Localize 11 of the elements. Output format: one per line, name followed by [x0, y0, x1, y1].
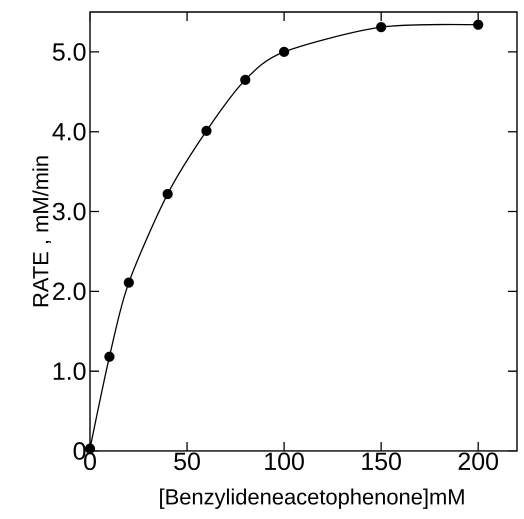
y-tick-label: 3.0	[52, 202, 86, 220]
x-tick-label: 100	[265, 452, 304, 470]
x-tick-label: 150	[362, 452, 401, 470]
y-axis-title: RATE , mM/min	[32, 156, 52, 306]
x-tick-label: 200	[458, 452, 498, 470]
x-tick-label: 50	[174, 452, 200, 470]
y-tick-label: 5.0	[52, 43, 86, 61]
y-tick-label: 4.0	[52, 122, 86, 141]
x-axis-title: [Benzylideneacetophenone]mM	[160, 488, 464, 509]
y-tick-label: 1.0	[54, 362, 86, 380]
y-tick-label: 2.0	[53, 282, 86, 300]
